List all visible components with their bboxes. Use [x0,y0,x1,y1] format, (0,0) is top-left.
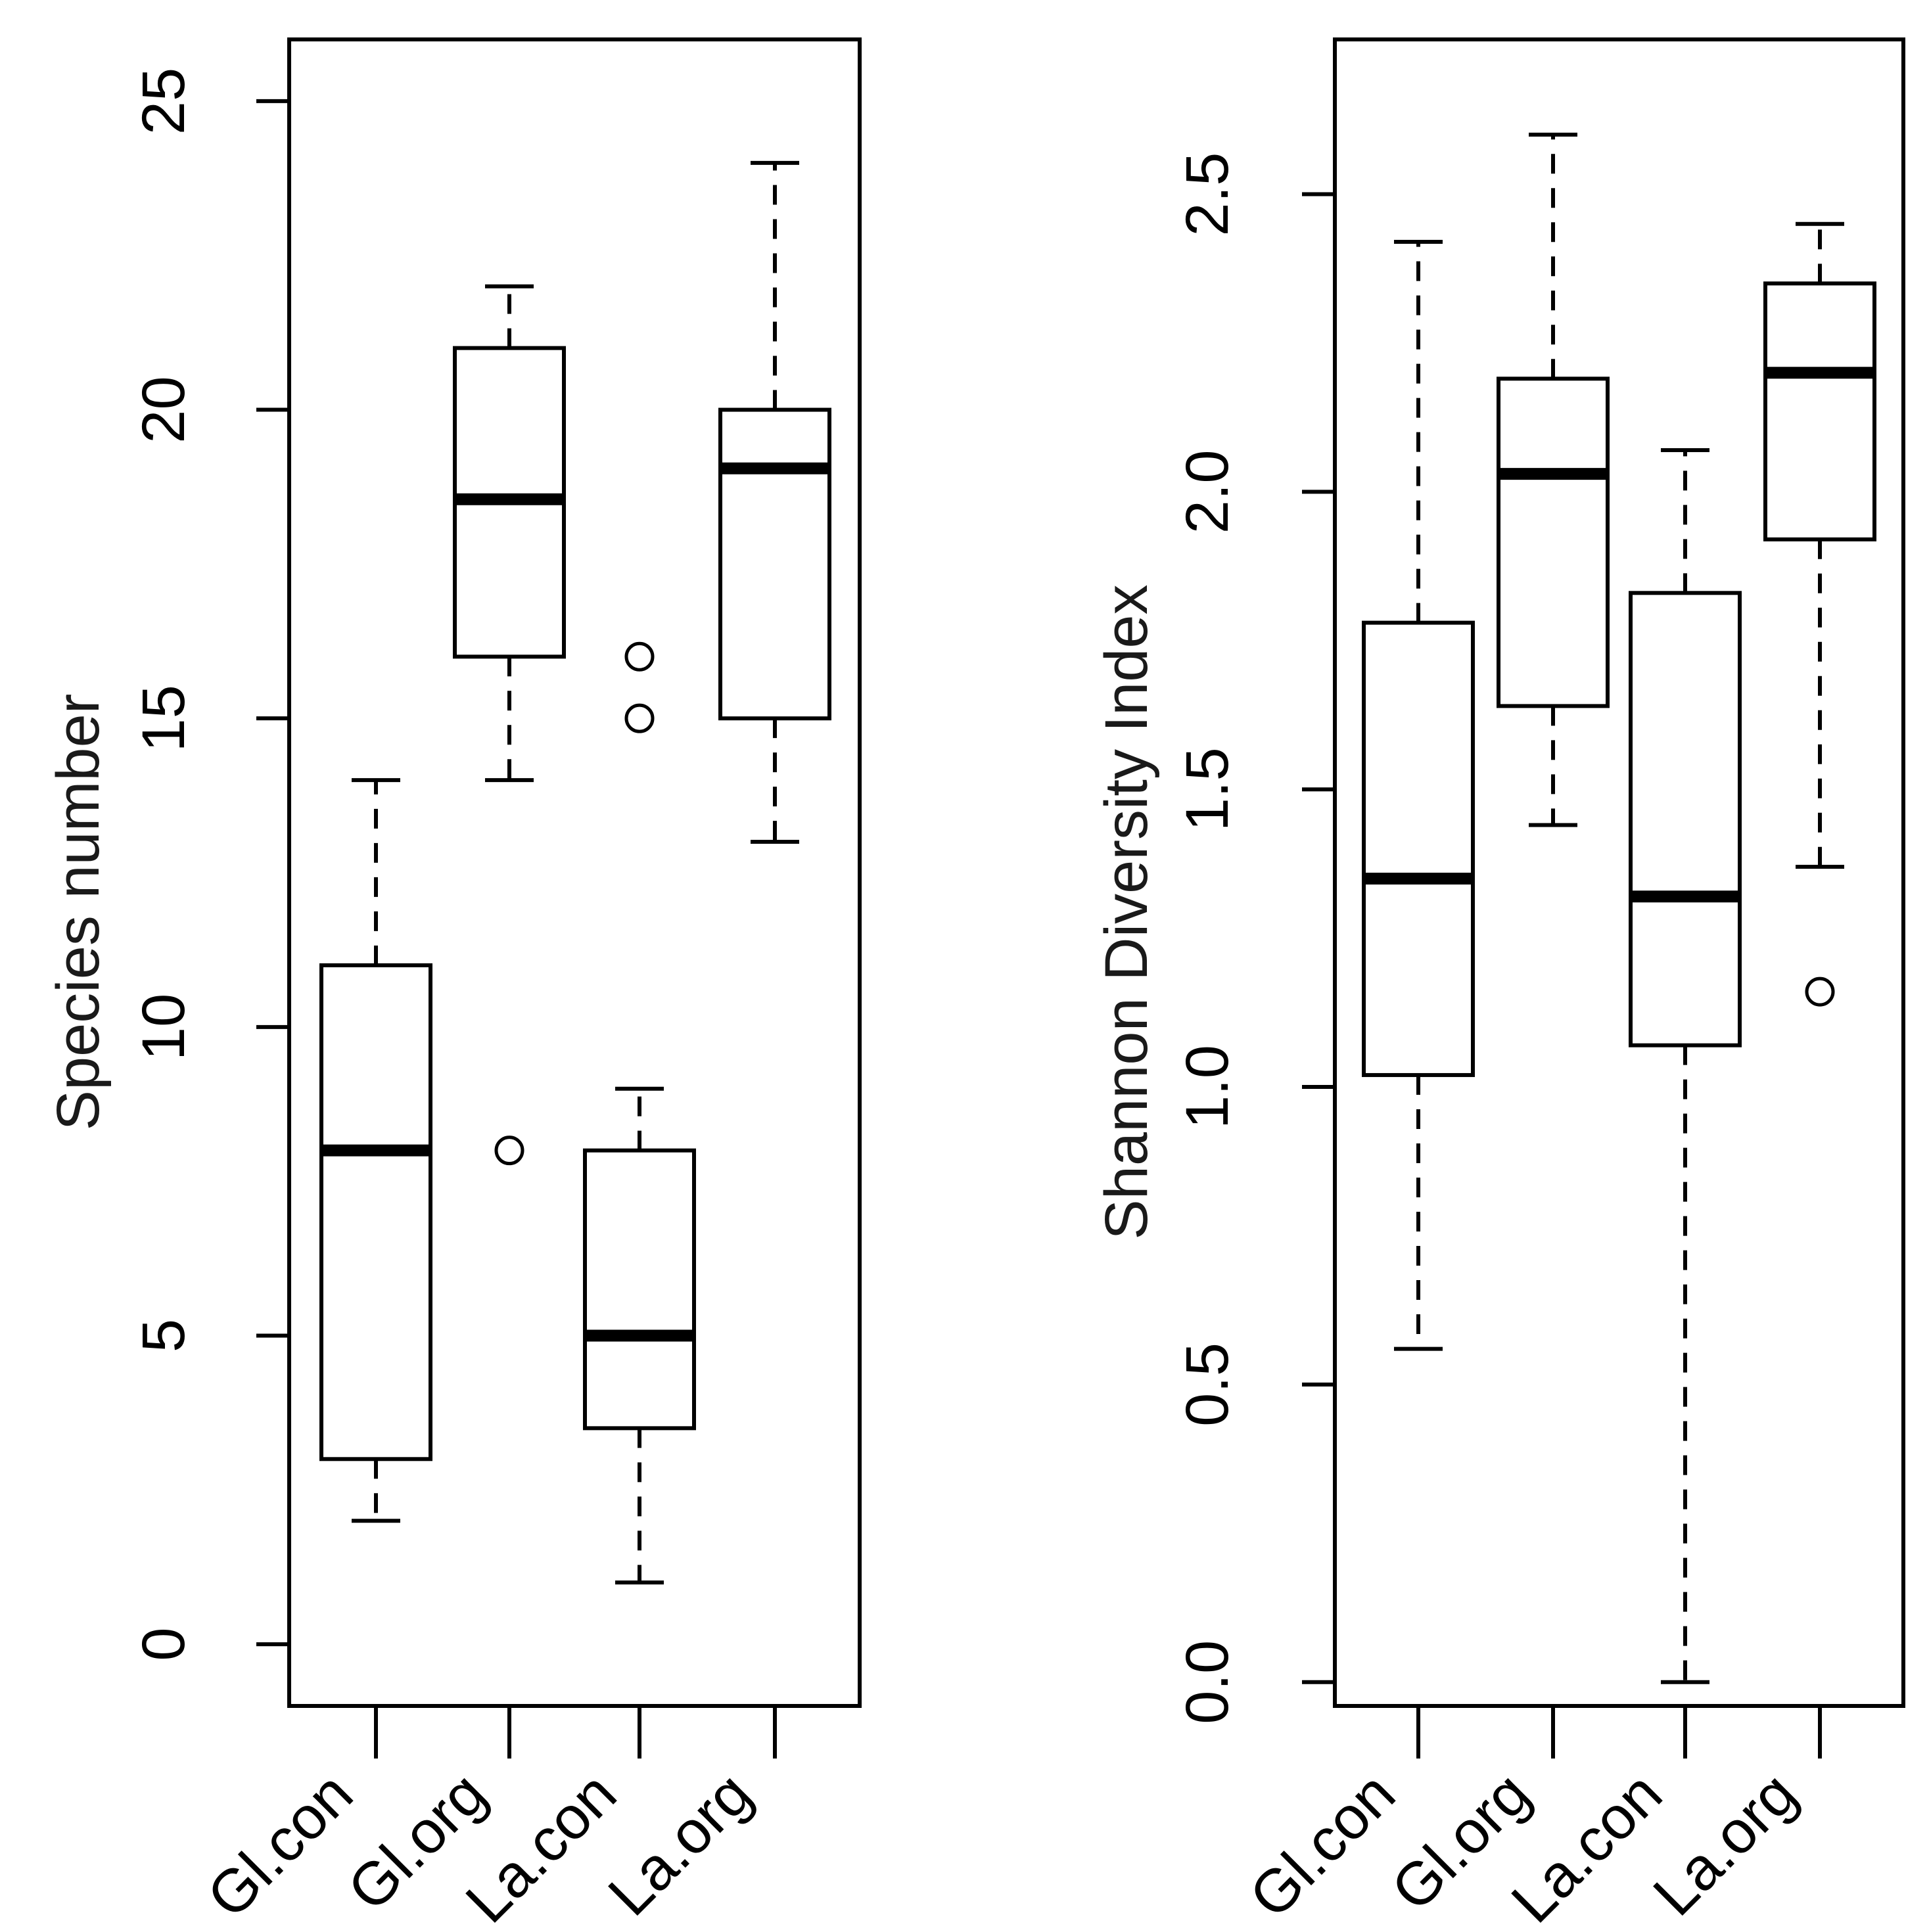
outlier-point [624,641,655,672]
outlier-point [1805,977,1835,1007]
y-axis-title: Shannon Diversity Index [1093,584,1160,1239]
iqr-box [1362,620,1475,1077]
iqr-box [319,963,432,1461]
y-tick-label: 1.5 [1174,747,1241,831]
iqr-box [583,1148,696,1431]
x-category-label: La.con [1499,1760,1675,1929]
outlier-point [624,703,655,733]
x-category-label: La.org [596,1760,765,1929]
iqr-box [1763,281,1876,541]
y-tick-label: 20 [130,376,197,443]
iqr-box [1629,591,1742,1047]
y-tick-label: 2.5 [1174,152,1241,237]
y-tick-label: 15 [130,685,197,752]
x-category-label: La.org [1641,1760,1810,1929]
plot-frame [1333,37,1905,1708]
y-tick-label: 1.0 [1174,1045,1241,1129]
y-axis-title: Species number [45,694,112,1131]
y-tick-label: 25 [130,68,197,135]
x-category-label: Gl.con [195,1760,365,1929]
y-tick-label: 0 [130,1627,197,1661]
y-tick-label: 2.0 [1174,449,1241,534]
y-tick-label: 0.0 [1174,1640,1241,1724]
y-tick-label: 0.5 [1174,1343,1241,1427]
y-tick-label: 10 [130,994,197,1061]
plot-frame [287,37,862,1708]
outlier-point [494,1136,524,1166]
iqr-box [718,407,831,721]
x-category-label: La.con [453,1760,629,1929]
iqr-box [1497,377,1610,708]
y-tick-label: 5 [130,1319,197,1352]
x-category-label: Gl.con [1237,1760,1408,1929]
